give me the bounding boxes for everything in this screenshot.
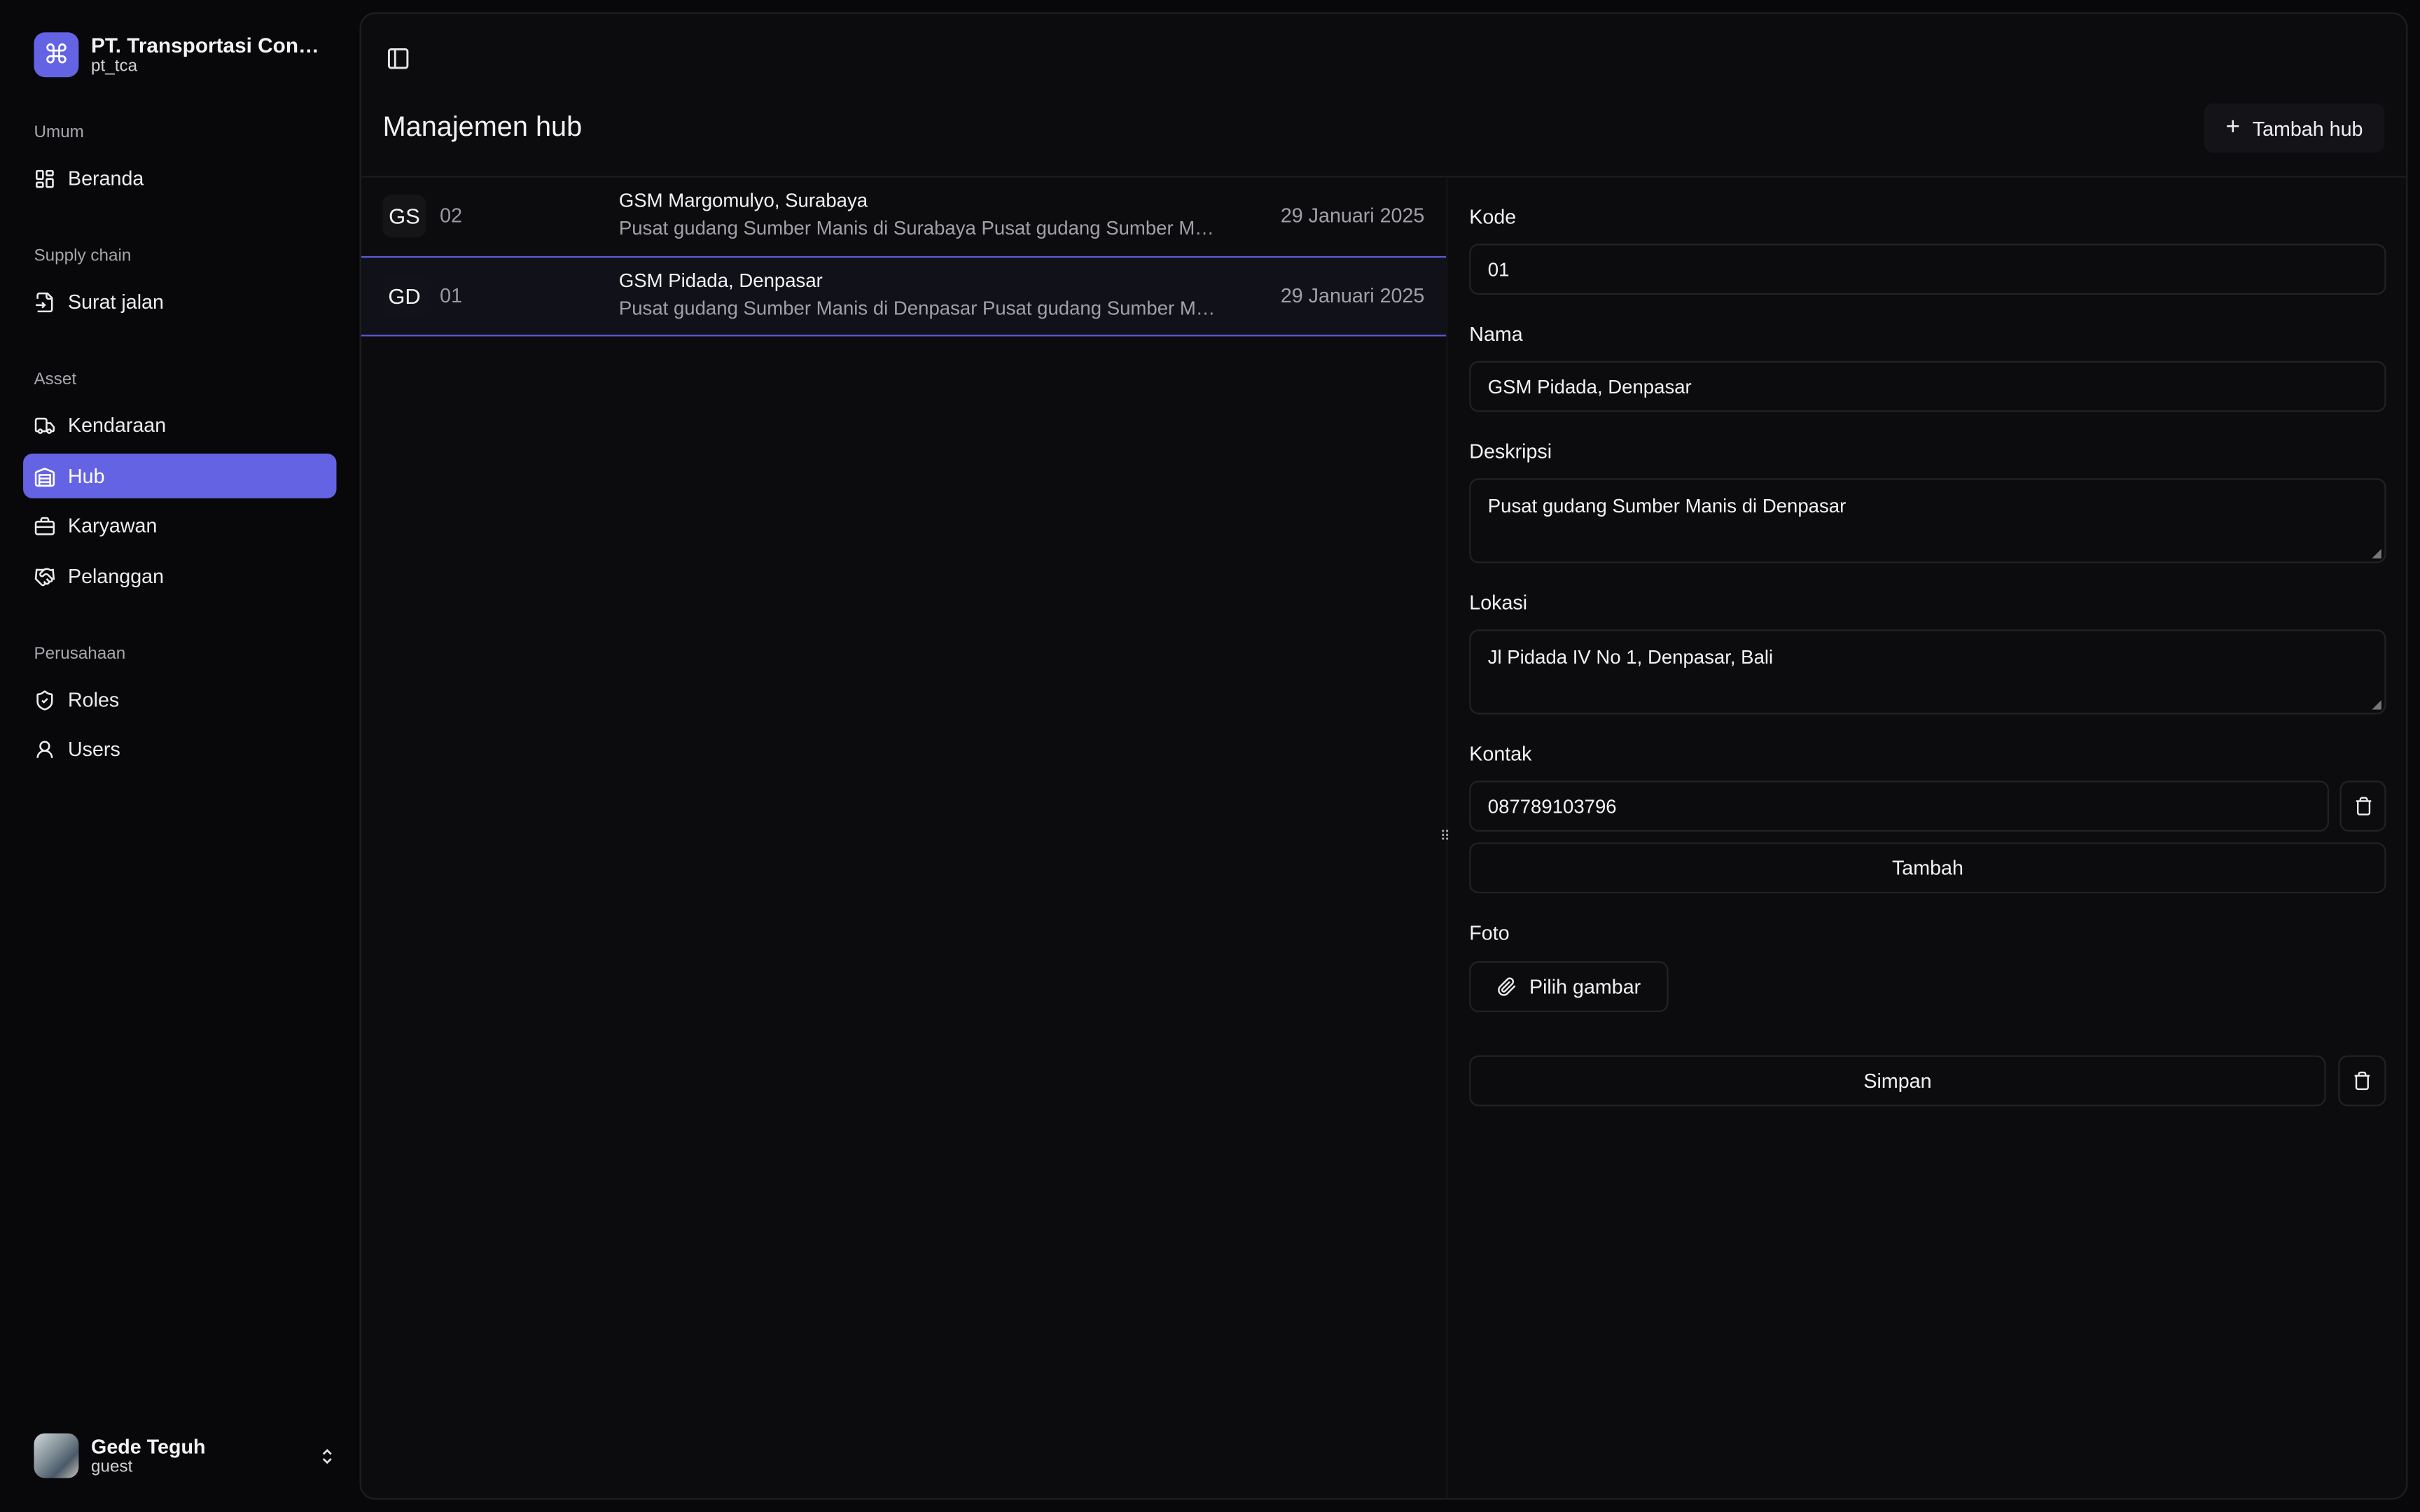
lokasi-label: Lokasi (1469, 591, 1528, 615)
hub-list: GS 02 GSM Margomulyo, Surabaya Pusat gud… (361, 177, 1447, 337)
kode-label: Kode (1469, 205, 1517, 229)
hub-name: GSM Pidada, Denpasar (618, 270, 823, 292)
sidebar-item-label: Roles (67, 688, 120, 712)
sidebar-item-label: Hub (67, 464, 105, 488)
hub-code: 01 (440, 284, 463, 307)
foto-label: Foto (1469, 920, 1510, 944)
sidebar-item-label: Beranda (67, 167, 144, 190)
trash-icon (2355, 797, 2371, 816)
deskripsi-label: Deskripsi (1469, 440, 1552, 463)
sidebar-item-users[interactable]: Users (23, 727, 336, 771)
delete-contact-button[interactable] (2339, 780, 2386, 832)
sidebar-item-pelanggan[interactable]: Pelanggan (23, 554, 336, 598)
trash-icon (2354, 1071, 2370, 1091)
kode-input[interactable]: 01 (1469, 244, 2386, 295)
sidebar-item-label: Karyawan (67, 513, 158, 538)
hub-avatar: GD (382, 274, 426, 318)
sidebar-item-surat-jalan[interactable]: Surat jalan (23, 279, 336, 324)
sidebar-item-label: Users (67, 737, 120, 761)
plus-icon: + (2225, 114, 2241, 141)
hub-date: 29 Januari 2025 (1280, 203, 1425, 227)
resize-grip-icon[interactable]: ◢ (2372, 546, 2381, 561)
kontak-label: Kontak (1469, 742, 1532, 766)
page-title: Manajemen hub (382, 111, 583, 142)
tambah-contact-button[interactable]: Tambah (1469, 842, 2386, 894)
warehouse-icon (34, 467, 55, 486)
deskripsi-value: Pusat gudang Sumber Manis di Denpasar (1487, 495, 1847, 517)
group-label-perusahaan: Perusahaan (34, 645, 126, 664)
group-label-asset: Asset (34, 370, 77, 389)
user-icon (36, 740, 53, 757)
user-menu[interactable]: Gede Teguh guest (34, 1433, 336, 1478)
user-role: guest (91, 1457, 133, 1477)
hub-date: 29 Januari 2025 (1280, 284, 1425, 307)
panel-divider (1446, 177, 1448, 1499)
handshake-icon (34, 567, 55, 586)
pilih-gambar-label: Pilih gambar (1529, 974, 1641, 999)
delete-hub-button[interactable] (2338, 1055, 2386, 1107)
hub-description: Pusat gudang Sumber Manis di Denpasar Pu… (618, 298, 1224, 320)
main-panel: Manajemen hub + Tambah hub GS 02 GSM Mar… (359, 12, 2408, 1500)
hub-avatar: GS (382, 194, 426, 238)
sidebar-item-beranda[interactable]: Beranda (23, 156, 336, 201)
resize-handle-icon[interactable]: ⠿ (1440, 828, 1450, 844)
org-slug: pt_tca (91, 57, 138, 76)
sidebar-toggle-icon[interactable] (386, 46, 410, 71)
group-label-supply-chain: Supply chain (34, 246, 132, 266)
hub-code: 02 (440, 203, 463, 227)
pilih-gambar-button[interactable]: Pilih gambar (1469, 961, 1669, 1012)
divider (361, 176, 2407, 178)
nama-input[interactable]: GSM Pidada, Denpasar (1469, 360, 2386, 412)
sidebar-item-label: Kendaraan (67, 413, 167, 437)
sidebar-item-kendaraan[interactable]: Kendaraan (23, 402, 336, 447)
hub-name: GSM Margomulyo, Surabaya (618, 190, 868, 211)
add-hub-label: Tambah hub (2252, 116, 2363, 140)
shield-icon (36, 690, 53, 710)
user-name: Gede Teguh (91, 1434, 206, 1458)
hub-row-selected[interactable]: GD 01 GSM Pidada, Denpasar Pusat gudang … (361, 255, 1447, 337)
nama-label: Nama (1469, 322, 1523, 346)
chevrons-up-down-icon (322, 1448, 332, 1464)
truck-icon (34, 416, 55, 433)
sidebar-item-label: Pelanggan (67, 564, 165, 588)
kontak-input[interactable]: 087789103796 (1469, 780, 2329, 832)
avatar (34, 1433, 79, 1478)
hub-row[interactable]: GS 02 GSM Margomulyo, Surabaya Pusat gud… (361, 177, 1446, 255)
resize-grip-icon[interactable]: ◢ (2372, 697, 2381, 712)
hub-description: Pusat gudang Sumber Manis di Surabaya Pu… (618, 217, 1224, 239)
paperclip-icon (1497, 977, 1516, 996)
sidebar-item-hub[interactable]: Hub (23, 454, 337, 498)
file-input-icon (36, 291, 53, 312)
sidebar-item-roles[interactable]: Roles (23, 678, 336, 722)
lokasi-textarea[interactable]: Jl Pidada IV No 1, Denpasar, Bali ◢ (1469, 629, 2386, 715)
add-hub-button[interactable]: + Tambah hub (2204, 103, 2385, 153)
deskripsi-textarea[interactable]: Pusat gudang Sumber Manis di Denpasar ◢ (1469, 478, 2386, 564)
group-label-umum: Umum (34, 123, 84, 142)
dashboard-icon (36, 169, 54, 188)
sidebar-item-karyawan[interactable]: Karyawan (23, 503, 336, 548)
org-name: PT. Transportasi Contoh Abadi (91, 34, 323, 57)
briefcase-icon (34, 516, 55, 535)
lokasi-value: Jl Pidada IV No 1, Denpasar, Bali (1487, 646, 1774, 668)
command-icon: ⌘ (34, 32, 79, 78)
org-switcher[interactable]: ⌘ PT. Transportasi Contoh Abadi pt_tca (34, 32, 323, 78)
sidebar: ⌘ PT. Transportasi Contoh Abadi pt_tca U… (0, 0, 358, 1512)
sidebar-item-label: Surat jalan (67, 290, 164, 314)
simpan-button[interactable]: Simpan (1469, 1055, 2326, 1107)
